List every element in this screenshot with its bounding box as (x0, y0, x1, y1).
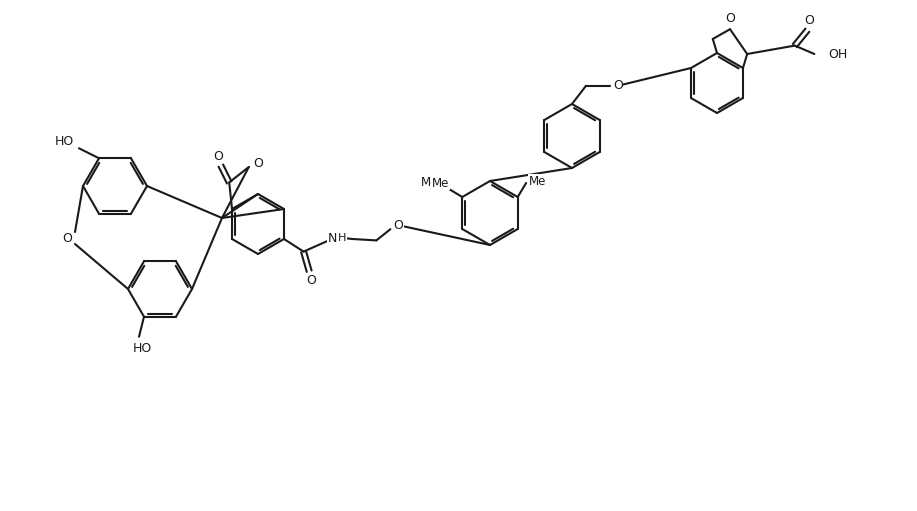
Text: O: O (253, 156, 263, 170)
Text: O: O (62, 231, 72, 244)
Text: Me: Me (421, 176, 438, 189)
Text: O: O (613, 79, 623, 92)
Text: Me: Me (529, 174, 547, 188)
Text: O: O (804, 14, 814, 27)
Text: Me: Me (432, 176, 449, 190)
Text: H: H (337, 234, 346, 243)
Text: OH: OH (828, 48, 847, 60)
Text: HO: HO (132, 342, 151, 355)
Text: O: O (393, 219, 403, 231)
Text: O: O (725, 12, 735, 25)
Text: O: O (213, 150, 223, 163)
Text: N: N (328, 232, 337, 245)
Text: O: O (306, 274, 316, 287)
Text: HO: HO (54, 135, 73, 148)
